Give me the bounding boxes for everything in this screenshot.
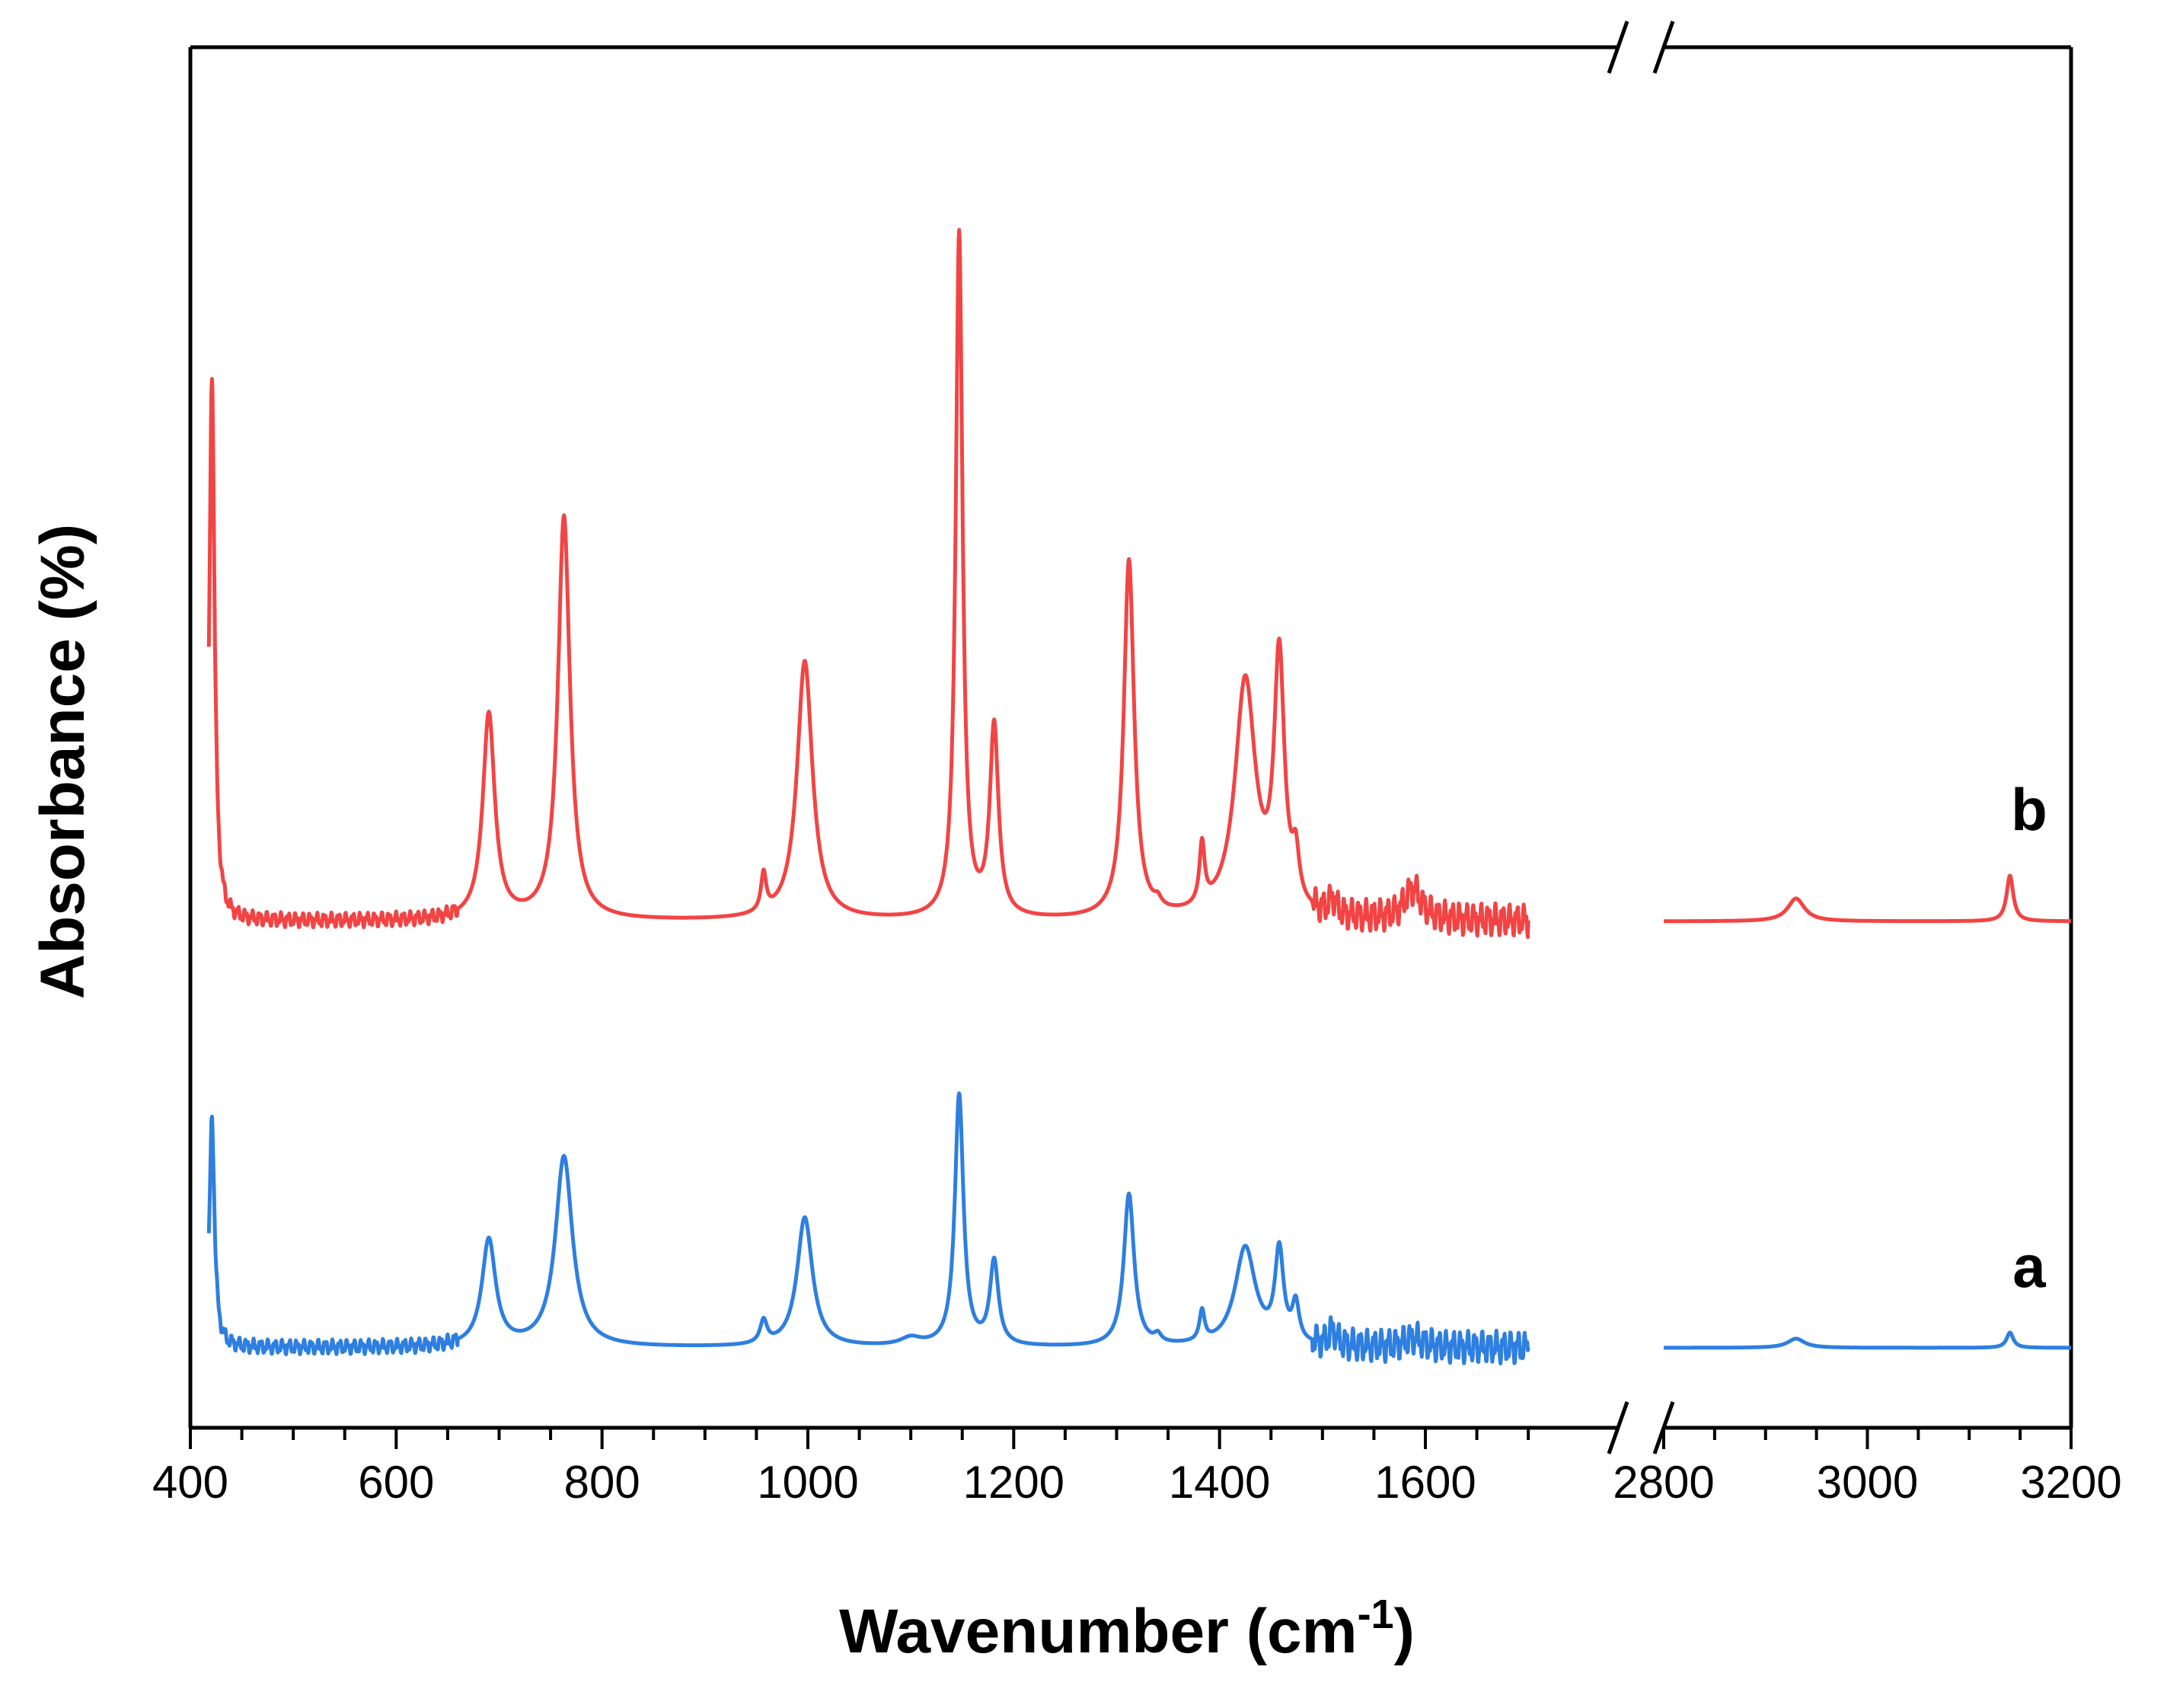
- series-layer: ab: [206, 228, 2073, 1366]
- series-a-line: [1662, 1330, 2073, 1350]
- series-b-label: b: [2011, 776, 2047, 843]
- x-axis-title-close: ): [1394, 1597, 1415, 1666]
- x-tick-label: 400: [152, 1457, 228, 1508]
- x-axis-title: Wavenumber (cm-1): [839, 1591, 1415, 1666]
- x-tick-label: 1000: [757, 1457, 858, 1508]
- x-tick-label: 1200: [963, 1457, 1064, 1508]
- x-axis-title-superscript: -1: [1358, 1591, 1394, 1637]
- series-b-line: [206, 228, 1530, 940]
- axis-break-mark: [1652, 21, 1675, 74]
- x-tick-label: 800: [564, 1457, 640, 1508]
- x-tick-label: 1600: [1374, 1457, 1476, 1508]
- y-axis-title: Absorbance (%): [28, 524, 97, 999]
- x-axis-title-main: Wavenumber (cm: [839, 1597, 1357, 1666]
- series-a-line: [206, 1091, 1530, 1366]
- x-tick-label: 600: [358, 1457, 434, 1508]
- axis-break-mark: [1607, 1401, 1629, 1454]
- series-b-line: [1662, 873, 2073, 924]
- series-a-label: a: [2012, 1233, 2046, 1300]
- axes: 400 600 800 1000 1200 1400 1600 2800 3000 3200: [152, 21, 2122, 1508]
- x-tick-label: 2800: [1613, 1457, 1714, 1508]
- x-tick-label: 3200: [2020, 1457, 2121, 1508]
- labels-layer: Absorbance (%) Wavenumber (cm-1): [28, 524, 1415, 1666]
- x-tick-label: 1400: [1169, 1457, 1270, 1508]
- x-tick-label: 3000: [1817, 1457, 1918, 1508]
- axis-break-mark: [1607, 21, 1629, 74]
